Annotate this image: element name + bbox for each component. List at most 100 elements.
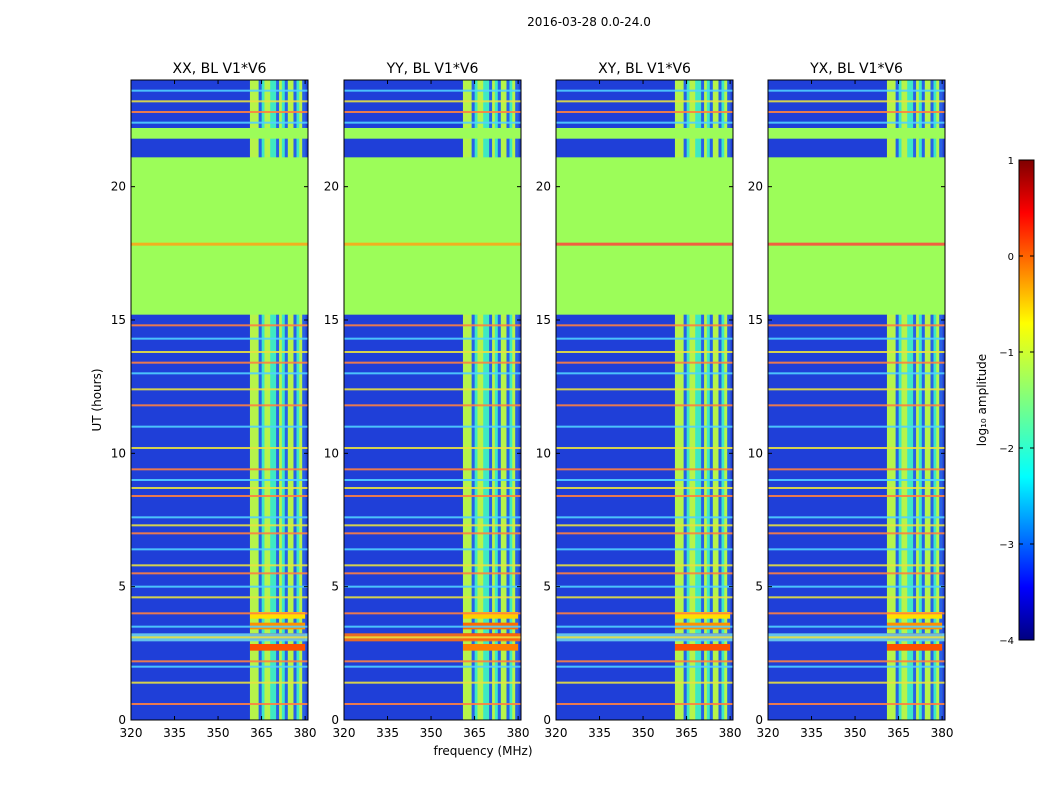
y-tick-label: 15 [536,313,551,327]
axes-frame [130,79,309,721]
rfi-line [556,361,733,364]
rfi-line [556,111,733,113]
rfi-channel-stripe [477,80,484,720]
y-tick-label: 10 [324,446,339,460]
x-tick-label: 380 [294,726,317,740]
axes-frame [767,79,946,721]
x-tick-label: 365 [250,726,273,740]
rfi-line [556,447,733,449]
rfi-channel-gap [515,80,519,720]
colorbar-tick-label: −4 [999,636,1014,647]
rfi-line [344,351,521,353]
x-tick-label: 350 [420,726,443,740]
panel-title: XX, BL V1*V6 [173,61,267,77]
rfi-channel-gap [302,80,306,720]
y-tick-label: 5 [118,580,126,594]
rfi-line [131,532,308,535]
rfi-line [556,516,733,519]
rfi-channel-gap [293,80,297,720]
rfi-line [131,388,308,391]
flagged-region [556,157,733,315]
rfi-channel-gap [471,80,475,720]
flagged-region [344,128,521,139]
rfi-line [768,612,945,615]
rfi-line [768,660,945,663]
rfi-line [768,596,945,599]
y-tick-label: 20 [324,180,339,194]
rfi-line [131,585,308,588]
y-tick-label: 0 [118,713,126,727]
rfi-line [556,524,733,527]
rfi-channel-stripe [907,80,914,720]
rfi-line [768,665,945,668]
rfi-line [556,425,733,428]
rfi-line [131,425,308,428]
rfi-line [344,388,521,391]
panel-title: YY, BL V1*V6 [386,61,479,77]
rfi-line [344,121,521,124]
x-tick-label: 380 [507,726,530,740]
x-tick-label: 335 [588,726,611,740]
rfi-line [131,564,308,567]
y-tick-label: 5 [543,580,551,594]
rfi-line [556,625,733,628]
rfi-line [131,524,308,527]
panel-title: XY, BL V1*V6 [598,61,691,77]
rfi-channel-gap [284,80,288,720]
rfi-line [768,89,945,92]
x-tick-label: 335 [163,726,186,740]
rfi-channel-gap [497,80,501,720]
rfi-burst [674,612,731,619]
rfi-line [556,404,733,407]
rfi-line [556,487,733,489]
colorbar-gradient [1018,159,1035,641]
rfi-line [131,487,308,489]
rfi-line [344,447,521,449]
rfi-line [768,351,945,353]
rfi-line [131,100,308,103]
rfi-line [131,596,308,599]
rfi-line [131,404,308,407]
rfi-channel-gap [258,80,262,720]
panel-title: YX, BL V1*V6 [809,61,903,77]
rfi-line [556,495,733,497]
rfi-line [344,524,521,527]
y-tick-label: 20 [111,180,126,194]
rfi-line [768,495,945,497]
rfi-channel-stripe [924,80,931,720]
x-tick-label: 365 [463,726,486,740]
rfi-channel-gap [913,80,917,720]
y-tick-label: 0 [543,713,551,727]
rfi-line [768,479,945,481]
rfi-line [768,572,945,575]
rfi-line [131,703,308,705]
colorbar-tick-label: −3 [999,540,1014,551]
colorbar-tick-label: −2 [999,444,1014,455]
x-tick-label: 365 [675,726,698,740]
rfi-channel-stripe [674,80,684,720]
rfi-line [556,337,733,340]
y-tick-label: 15 [324,313,339,327]
rfi-line [768,100,945,103]
rfi-line [344,585,521,588]
rfi-channel-gap [921,80,925,720]
rfi-line [556,703,733,705]
rfi-line [768,564,945,567]
rfi-line [131,89,308,92]
x-tick-label: 350 [207,726,230,740]
rfi-channel-stripe [483,80,490,720]
rfi-burst [462,644,519,651]
rfi-line [768,524,945,527]
rfi-channel-stripe [249,80,259,720]
x-tick-label: 350 [844,726,867,740]
rfi-line [768,681,945,684]
x-tick-label: 335 [376,726,399,740]
rfi-line [768,548,945,551]
rfi-channel-gap [930,80,934,720]
rfi-line [344,337,521,340]
rfi-line [768,425,945,428]
rfi-line [344,516,521,519]
rfi-line [556,89,733,92]
rfi-line [131,121,308,124]
